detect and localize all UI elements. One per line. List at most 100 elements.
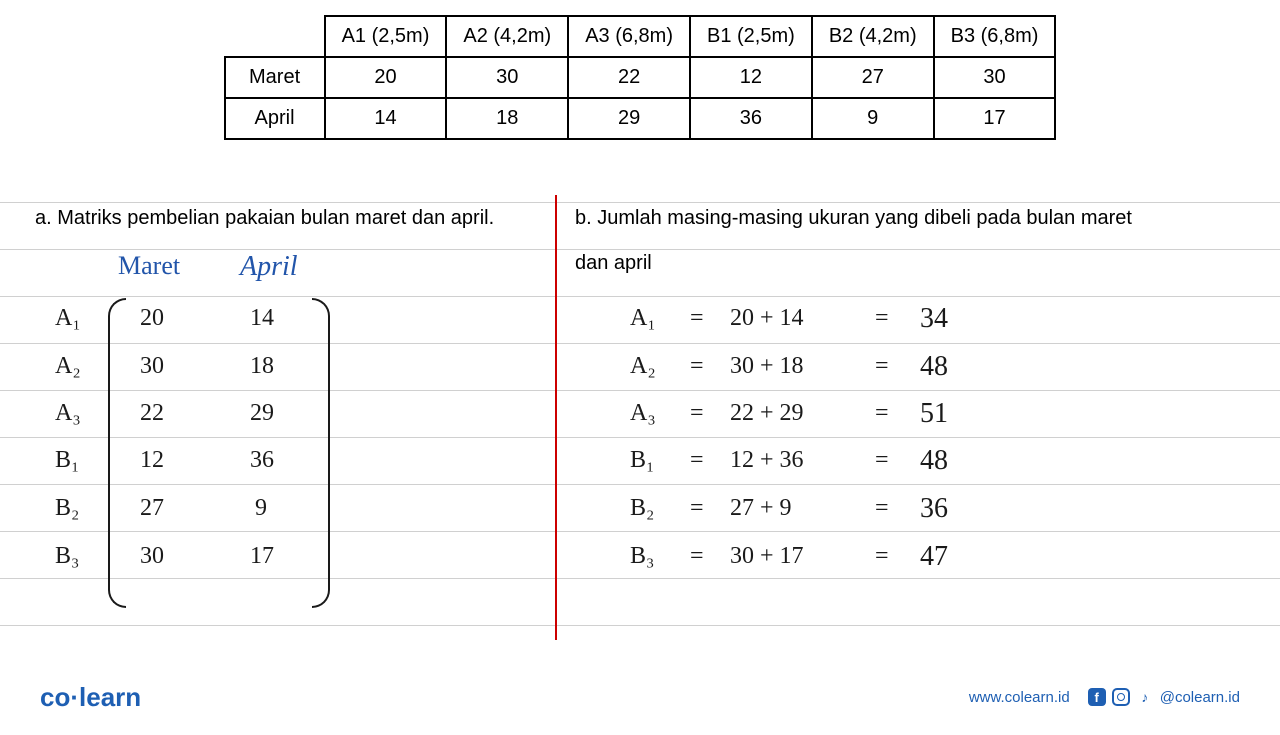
matrix-cell: 18: [250, 353, 274, 380]
vertical-divider: [555, 195, 557, 640]
eq-expr: 27 + 9: [730, 495, 792, 522]
eq-equals: =: [875, 495, 889, 522]
eq-equals: =: [690, 495, 704, 522]
table-row-label: April: [225, 98, 325, 139]
table-cell: 30: [446, 57, 568, 98]
eq-equals: =: [875, 353, 889, 380]
table-cell: 20: [325, 57, 447, 98]
eq-result: 48: [920, 351, 948, 383]
eq-equals: =: [875, 543, 889, 570]
table-header: B2 (4,2m): [812, 16, 934, 57]
eq-result: 48: [920, 445, 948, 477]
matrix-row-label: B₁: [55, 447, 79, 474]
eq-equals: =: [875, 447, 889, 474]
eq-result: 51: [920, 398, 948, 430]
eq-equals: =: [690, 447, 704, 474]
matrix-bracket-left: [108, 298, 126, 608]
matrix-row-label: A₂: [55, 353, 81, 380]
eq-label: A₂: [630, 353, 656, 380]
footer-right: www.colearn.id f ♪ @colearn.id: [969, 688, 1240, 706]
table-row: April 14 18 29 36 9 17: [225, 98, 1056, 139]
eq-label: B₂: [630, 495, 654, 522]
notebook-line: [0, 249, 1280, 250]
eq-result: 34: [920, 303, 948, 335]
notebook-line: [0, 343, 1280, 344]
footer: co·learn www.colearn.id f ♪ @colearn.id: [0, 677, 1280, 717]
notebook-line: [0, 296, 1280, 297]
matrix-cell: 29: [250, 400, 274, 427]
table-cell: 29: [568, 98, 690, 139]
table-cell: 22: [568, 57, 690, 98]
matrix-cell: 20: [140, 305, 164, 332]
logo-co: co: [40, 682, 70, 712]
table-cell: 30: [934, 57, 1056, 98]
eq-equals: =: [690, 543, 704, 570]
matrix-bracket-right: [312, 298, 330, 608]
table-header: A3 (6,8m): [568, 16, 690, 57]
eq-expr: 12 + 36: [730, 447, 804, 474]
notebook-line: [0, 437, 1280, 438]
eq-result: 36: [920, 493, 948, 525]
eq-label: A₃: [630, 400, 656, 427]
table-cell: 17: [934, 98, 1056, 139]
matrix-cell: 9: [255, 495, 267, 522]
eq-expr: 30 + 18: [730, 353, 804, 380]
notebook-line: [0, 578, 1280, 579]
table-cell: 36: [690, 98, 812, 139]
matrix-col-header: Maret: [118, 251, 180, 281]
table-header: A2 (4,2m): [446, 16, 568, 57]
matrix-row-label: B₃: [55, 543, 79, 570]
table-cell: 27: [812, 57, 934, 98]
table-header: B1 (2,5m): [690, 16, 812, 57]
eq-equals: =: [690, 305, 704, 332]
matrix-cell: 27: [140, 495, 164, 522]
facebook-icon: f: [1088, 688, 1106, 706]
notebook-line: [0, 625, 1280, 626]
eq-equals: =: [875, 305, 889, 332]
matrix-cell: 30: [140, 353, 164, 380]
matrix-col-header: April: [240, 251, 298, 283]
matrix-cell: 36: [250, 447, 274, 474]
section-a-heading: a. Matriks pembelian pakaian bulan maret…: [35, 207, 494, 230]
social-handle: @colearn.id: [1160, 689, 1240, 706]
matrix-cell: 14: [250, 305, 274, 332]
tiktok-icon: ♪: [1136, 688, 1154, 706]
eq-equals: =: [875, 400, 889, 427]
notebook-line: [0, 202, 1280, 203]
section-b-heading: b. Jumlah masing-masing ukuran yang dibe…: [575, 207, 1132, 230]
notebook-line: [0, 531, 1280, 532]
logo-learn: learn: [79, 682, 141, 712]
eq-result: 47: [920, 541, 948, 573]
eq-equals: =: [690, 353, 704, 380]
table-row: Maret 20 30 22 12 27 30: [225, 57, 1056, 98]
brand-logo: co·learn: [40, 682, 141, 713]
section-b-heading-cont: dan april: [575, 252, 652, 275]
matrix-cell: 17: [250, 543, 274, 570]
matrix-row-label: B₂: [55, 495, 79, 522]
logo-dot: ·: [70, 682, 79, 712]
eq-expr: 22 + 29: [730, 400, 804, 427]
table-cell: 18: [446, 98, 568, 139]
table-header: B3 (6,8m): [934, 16, 1056, 57]
data-table: A1 (2,5m) A2 (4,2m) A3 (6,8m) B1 (2,5m) …: [224, 15, 1057, 140]
notebook-line: [0, 390, 1280, 391]
matrix-row-label: A₁: [55, 305, 81, 332]
eq-label: B₁: [630, 447, 654, 474]
notebook-line: [0, 484, 1280, 485]
eq-label: A₁: [630, 305, 656, 332]
table-cell: 14: [325, 98, 447, 139]
table-cell: 9: [812, 98, 934, 139]
eq-expr: 20 + 14: [730, 305, 804, 332]
matrix-cell: 30: [140, 543, 164, 570]
table-cell: 12: [690, 57, 812, 98]
matrix-cell: 22: [140, 400, 164, 427]
footer-url: www.colearn.id: [969, 689, 1070, 706]
matrix-cell: 12: [140, 447, 164, 474]
eq-label: B₃: [630, 543, 654, 570]
table-empty-cell: [225, 16, 325, 57]
social-icons: f ♪ @colearn.id: [1088, 688, 1240, 706]
matrix-row-label: A₃: [55, 400, 81, 427]
table-header-row: A1 (2,5m) A2 (4,2m) A3 (6,8m) B1 (2,5m) …: [225, 16, 1056, 57]
instagram-icon: [1112, 688, 1130, 706]
eq-expr: 30 + 17: [730, 543, 804, 570]
